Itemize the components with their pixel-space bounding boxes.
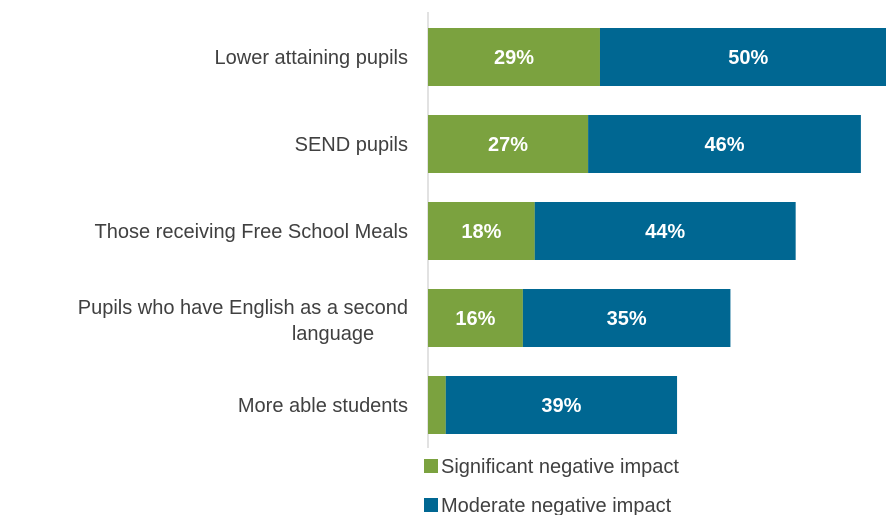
- legend-label: Significant negative impact: [441, 456, 679, 478]
- bar-significant: [428, 376, 446, 434]
- value-label: 50%: [728, 47, 768, 69]
- category-label: More able students: [238, 395, 408, 417]
- value-label: 18%: [461, 221, 501, 243]
- bars-group: 29% 50% 27% 46% 18% 44% 16% 35% 39%: [428, 28, 886, 434]
- value-label: 29%: [494, 47, 534, 69]
- legend-label: Moderate negative impact: [441, 495, 672, 515]
- category-labels: Lower attaining pupils SEND pupils Those r…: [78, 47, 408, 417]
- category-label: Those receiving Free School Meals: [95, 221, 408, 243]
- category-label: Pupils who have English as a second langu…: [78, 297, 408, 345]
- legend-swatch: [424, 459, 438, 473]
- legend-swatch: [424, 498, 438, 512]
- value-label: 44%: [645, 221, 685, 243]
- value-label: 27%: [488, 134, 528, 156]
- category-label: SEND pupils: [295, 134, 408, 156]
- value-label: 46%: [704, 134, 744, 156]
- value-label: 39%: [541, 395, 581, 417]
- category-label: Lower attaining pupils: [215, 47, 408, 69]
- value-label: 35%: [607, 308, 647, 330]
- value-label: 16%: [455, 308, 495, 330]
- legend: Significant negative impact Moderate nega…: [424, 456, 679, 515]
